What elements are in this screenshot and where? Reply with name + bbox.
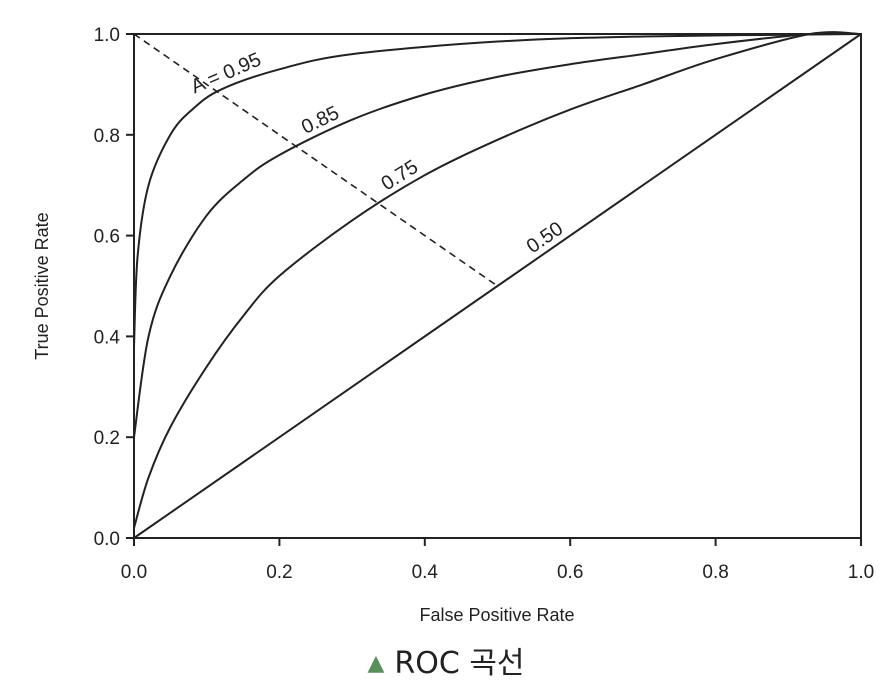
curve-label: A = 0.95 <box>188 49 265 99</box>
diagonal-dashed-line <box>133 33 498 287</box>
roc-curve-line <box>133 31 862 529</box>
roc-curve-line <box>133 32 862 438</box>
x-axis-title: False Positive Rate <box>419 605 574 625</box>
y-tick-label: 0.8 <box>94 126 120 147</box>
x-tick-label: 0.0 <box>121 562 147 583</box>
dashed-diagonal <box>133 33 498 287</box>
x-tick-label: 0.2 <box>266 562 292 583</box>
y-tick-label: 1.0 <box>94 25 120 46</box>
plot-frame <box>133 33 862 539</box>
y-tick-label: 0.4 <box>94 327 121 348</box>
x-tick-label: 0.6 <box>557 562 583 583</box>
roc-curves <box>133 31 862 539</box>
y-tick-label: 0.0 <box>94 529 120 550</box>
x-tick-label: 0.4 <box>412 562 439 583</box>
roc-chart: 0.0 0.2 0.4 0.6 0.8 1.0 0.0 0.2 0.4 0.6 0.8 1.0 A =… <box>32 25 875 625</box>
x-tick-label: 1.0 <box>848 562 874 583</box>
caption-text: ROC 곡선 <box>394 646 525 681</box>
triangle-up-icon: ▲ <box>367 651 385 676</box>
roc-curve-line <box>133 33 862 539</box>
figure-caption: ▲ ROC 곡선 <box>0 646 892 682</box>
roc-curve-line <box>133 33 862 347</box>
axis-ticks: 0.0 0.2 0.4 0.6 0.8 1.0 0.0 0.2 0.4 0.6 0.8 1.0 <box>94 25 875 583</box>
x-tick-label: 0.8 <box>702 562 728 583</box>
y-tick-label: 0.6 <box>94 227 120 248</box>
y-axis-title: True Positive Rate <box>32 212 52 359</box>
y-tick-label: 0.2 <box>94 428 120 449</box>
